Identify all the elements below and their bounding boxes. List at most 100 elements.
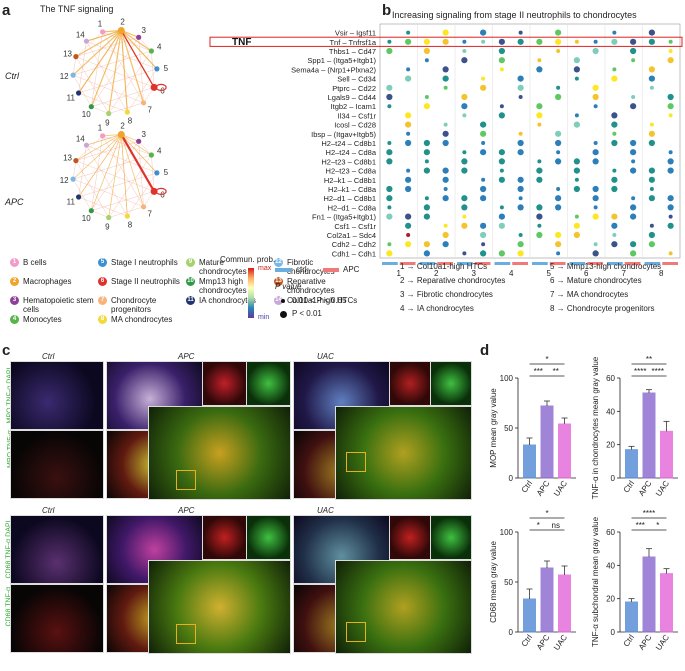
legend-swatch: 4	[10, 315, 19, 324]
group-number: 7	[622, 269, 627, 278]
colorbar-max: max	[258, 265, 272, 272]
dot	[611, 222, 618, 229]
dot	[423, 149, 430, 156]
dot	[611, 112, 618, 119]
group-bar-apc	[587, 262, 603, 265]
network-edge	[138, 141, 152, 156]
apc-legend-swatch	[323, 268, 339, 272]
panel-b-title: Increasing signaling from stage II neutr…	[392, 10, 637, 20]
dot	[573, 222, 580, 229]
group-number: 3	[472, 269, 477, 278]
y-tick-label: 60	[606, 374, 615, 383]
dot	[667, 93, 674, 101]
sig-label: ns	[552, 521, 560, 530]
dot	[536, 66, 543, 73]
pvalue-big-dot	[280, 311, 287, 318]
ctrl-circle-network: 2 3 4 5 67 8 9 10 11 12 13 14 1	[60, 18, 169, 128]
dot	[555, 204, 562, 211]
network-node-label: 3	[142, 130, 147, 139]
network-edge	[86, 145, 128, 217]
dot	[648, 75, 655, 82]
sig-label: ****	[652, 367, 664, 376]
row-label: Col2a1 – Sdc4	[327, 231, 376, 240]
network-node-4	[148, 152, 154, 158]
c-bot-uac: UAC	[317, 506, 334, 515]
network-edge	[75, 160, 109, 218]
dot	[405, 213, 412, 220]
legend-swatch: 14	[274, 296, 283, 305]
dot	[498, 250, 505, 257]
dot	[517, 185, 524, 193]
row-label: Thbs1 – Cd47	[329, 47, 376, 56]
dot	[612, 67, 617, 72]
network-edge	[121, 134, 158, 174]
network-edge	[138, 37, 152, 52]
micrograph-apc-cd68-red-zoom	[202, 515, 247, 560]
dot	[631, 196, 636, 201]
target-key-item: 3 → Fibrotic chondrocytes	[400, 290, 493, 299]
network-edge	[72, 134, 122, 180]
x-tick-label: UAC	[552, 479, 569, 498]
y-axis-label: TNF-α subchondral mean gray value	[591, 516, 600, 647]
dot	[648, 66, 655, 73]
dot	[499, 168, 504, 173]
network-node-label: 13	[63, 49, 72, 58]
dot	[423, 204, 430, 211]
dot	[611, 121, 618, 128]
row-label: Il34 – Csf1r	[338, 111, 377, 120]
group-bar-ctrl	[569, 262, 586, 265]
dot	[555, 93, 562, 101]
dot	[667, 103, 674, 110]
legend-item-14: 14 Col10a1-high HTCs	[274, 296, 358, 305]
network-node-9	[106, 214, 112, 221]
self-loop	[155, 187, 167, 195]
dot	[536, 213, 543, 220]
network-node-5	[154, 66, 160, 72]
network-node-14	[83, 38, 90, 44]
network-node-11	[76, 194, 82, 200]
group-number: 2	[434, 269, 439, 278]
dot	[517, 176, 524, 183]
dot	[461, 158, 468, 165]
legend-label: Monocytes	[23, 315, 62, 324]
legend-swatch: 11	[186, 296, 195, 305]
dot	[630, 241, 637, 248]
dot	[573, 158, 580, 165]
network-edge	[72, 179, 92, 211]
dot	[406, 67, 411, 72]
dot	[574, 177, 579, 182]
dot	[406, 168, 411, 173]
dot	[423, 38, 430, 45]
micrograph-uac-cd68-green-zoom	[430, 515, 472, 560]
target-key-item: 2 → Reparative chondrocytes	[400, 276, 506, 285]
dot	[480, 195, 487, 202]
dot	[667, 57, 674, 64]
network-edge	[120, 134, 144, 207]
micrograph-apc-mpo-green-zoom	[246, 361, 291, 406]
dot	[630, 250, 637, 257]
micrograph-ctrl-cd68-merge	[10, 515, 104, 584]
dot	[423, 167, 430, 174]
dot	[555, 29, 562, 36]
dot	[480, 185, 487, 193]
network-node-label: 9	[105, 118, 110, 127]
network-edge	[108, 154, 152, 218]
dot	[611, 185, 618, 193]
network-edge	[72, 160, 77, 180]
network-node-label: 10	[82, 110, 91, 119]
network-node-8	[124, 109, 130, 115]
dot	[573, 231, 580, 239]
dot	[498, 222, 505, 229]
y-tick-label: 20	[606, 595, 615, 604]
legend-swatch: 13	[274, 277, 283, 286]
network-node-13	[73, 54, 79, 60]
row-label: Tnf – Tnfrsf1a	[329, 38, 376, 47]
x-tick-label: UAC	[654, 633, 671, 652]
bar-uac	[558, 574, 571, 633]
row-label: H2–t24 – Cd8b1	[321, 139, 376, 148]
group-bar-ctrl	[607, 262, 623, 265]
sig-label: ****	[643, 509, 655, 518]
network-node-label: 5	[164, 64, 169, 73]
dot	[630, 167, 637, 174]
dot	[423, 103, 430, 110]
